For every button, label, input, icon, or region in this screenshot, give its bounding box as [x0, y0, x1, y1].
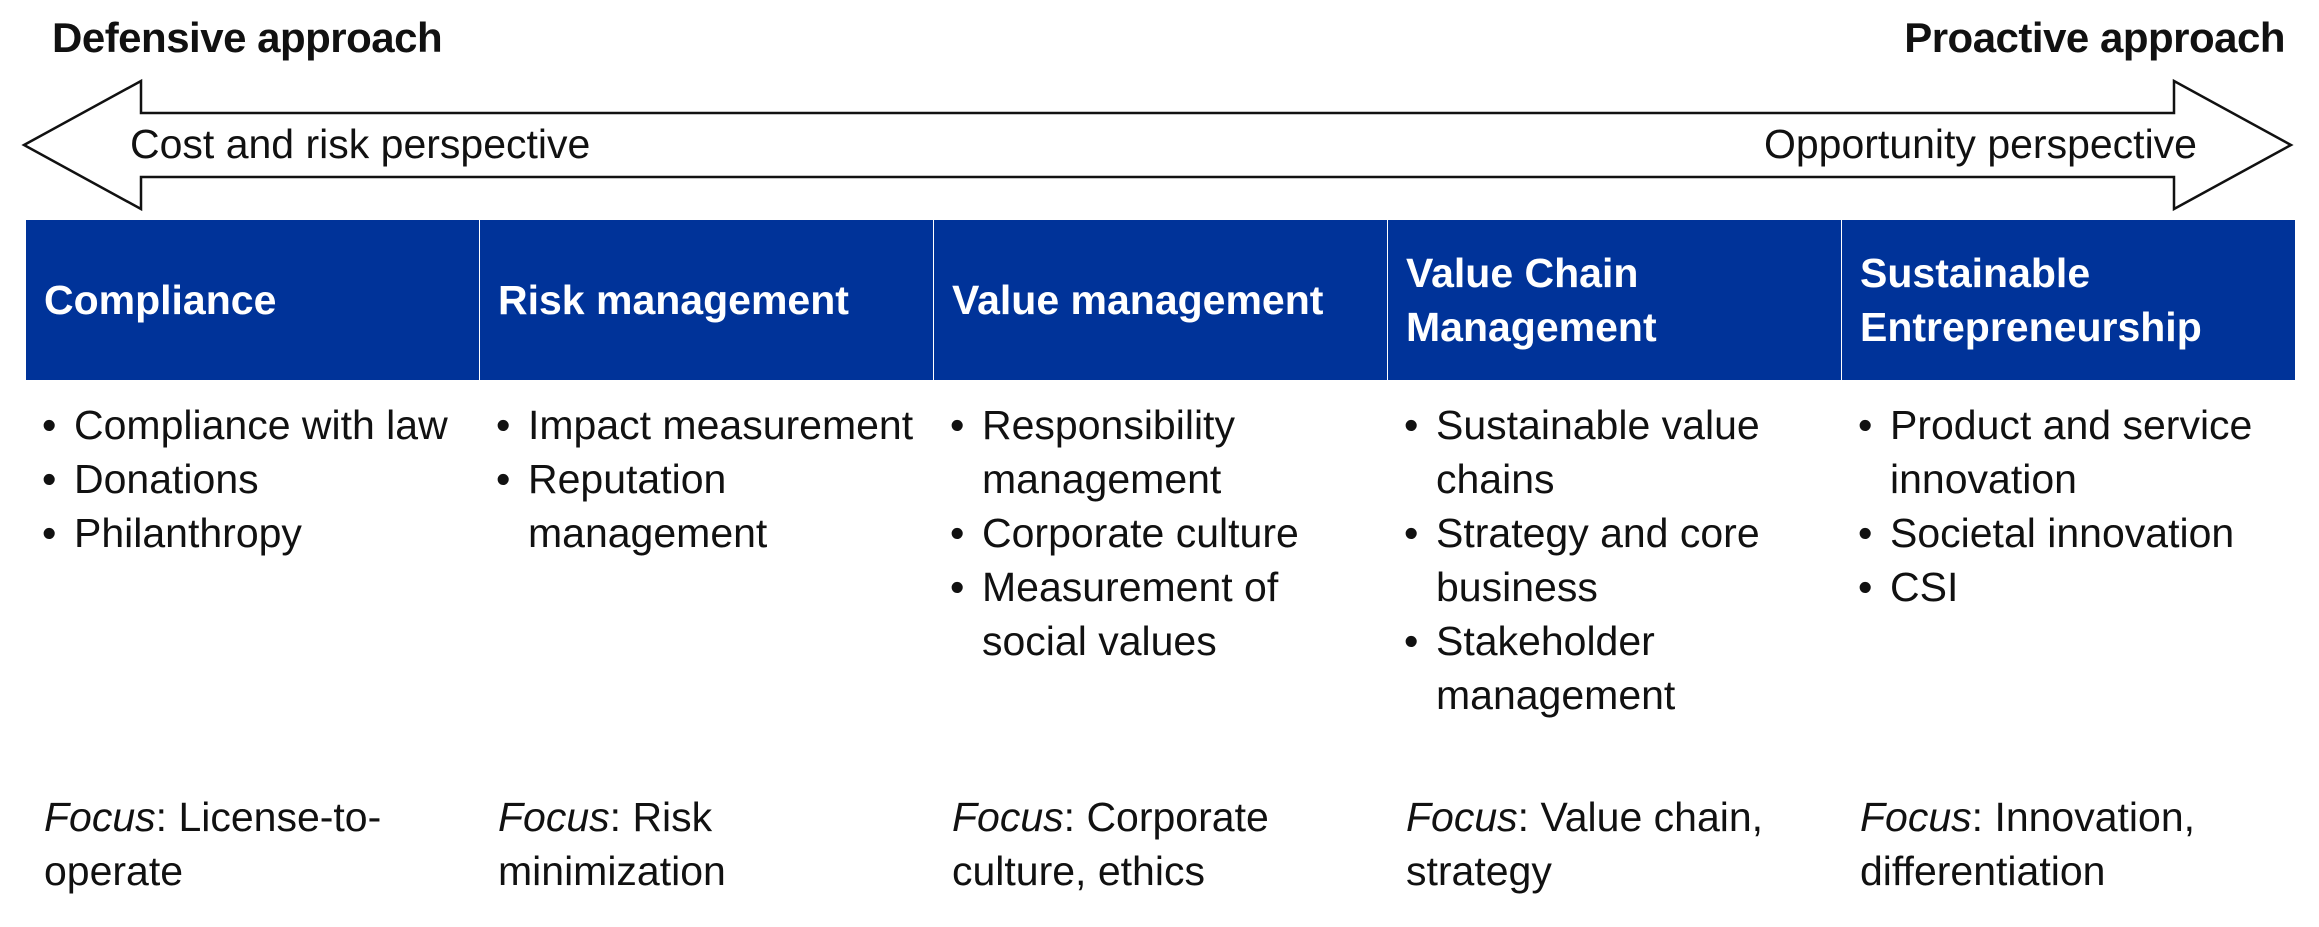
- focus-label: Focus: [44, 794, 156, 840]
- column-value-management: Value management Responsibility manageme…: [934, 220, 1387, 894]
- focus-statement: Focus: Value chain, strategy: [1406, 790, 1831, 898]
- column-title-line: Risk management: [498, 277, 849, 323]
- column-header: Compliance: [26, 220, 479, 380]
- column-title-line: Compliance: [44, 277, 277, 323]
- column-header: Sustainable Entrepreneurship: [1842, 220, 2295, 380]
- column-title-line: Value management: [952, 277, 1324, 323]
- proactive-approach-label: Proactive approach: [1904, 14, 2285, 61]
- list-item: Corporate culture: [950, 506, 1369, 560]
- focus-statement: Focus: Corporate culture, ethics: [952, 790, 1377, 898]
- column-title-line: Value Chain: [1406, 250, 1639, 296]
- column-title-line: Management: [1406, 304, 1657, 350]
- focus-text: : License-to-operate: [44, 794, 382, 894]
- focus-statement: Focus: Risk minimization: [498, 790, 923, 898]
- bullet-list: Responsibility management Corporate cult…: [934, 398, 1387, 668]
- list-item: Measurement of social values: [950, 560, 1369, 668]
- list-item: Strategy and core business: [1404, 506, 1823, 614]
- column-header: Risk management: [480, 220, 933, 380]
- focus-label: Focus: [952, 794, 1064, 840]
- list-item: Impact measurement: [496, 398, 915, 452]
- bullet-list: Compliance with law Donations Philanthro…: [26, 398, 479, 560]
- list-item: Product and service innovation: [1858, 398, 2277, 506]
- column-risk-management: Risk management Impact measurement Reput…: [480, 220, 933, 894]
- defensive-approach-label: Defensive approach: [52, 14, 443, 61]
- cost-risk-perspective-label: Cost and risk perspective: [130, 121, 591, 167]
- double-headed-arrow: [21, 78, 2294, 212]
- focus-text: : Value chain, strategy: [1406, 794, 1764, 894]
- column-title-line: Sustainable: [1860, 250, 2091, 296]
- list-item: CSI: [1858, 560, 2277, 614]
- bullet-list: Product and service innovation Societal …: [1842, 398, 2295, 614]
- column-value-chain-management: Value Chain Management Sustainable value…: [1388, 220, 1841, 894]
- focus-statement: Focus: License-to-operate: [44, 790, 469, 898]
- bullet-list: Impact measurement Reputation management: [480, 398, 933, 560]
- column-compliance: Compliance Compliance with law Donations…: [26, 220, 479, 894]
- list-item: Stakeholder management: [1404, 614, 1823, 722]
- list-item: Sustainable value chains: [1404, 398, 1823, 506]
- list-item: Societal innovation: [1858, 506, 2277, 560]
- bullet-list: Sustainable value chains Strategy and co…: [1388, 398, 1841, 722]
- column-sustainable-entrepreneurship: Sustainable Entrepreneurship Product and…: [1842, 220, 2295, 894]
- column-title-line: Entrepreneurship: [1860, 304, 2202, 350]
- column-header: Value management: [934, 220, 1387, 380]
- focus-label: Focus: [498, 794, 610, 840]
- focus-text: : Corporate culture, ethics: [952, 794, 1269, 894]
- focus-text: : Innovation, differentiation: [1860, 794, 2196, 894]
- list-item: Compliance with law: [42, 398, 461, 452]
- opportunity-perspective-label: Opportunity perspective: [1763, 121, 2197, 167]
- list-item: Donations: [42, 452, 461, 506]
- focus-label: Focus: [1860, 794, 1972, 840]
- list-item: Reputation management: [496, 452, 915, 560]
- focus-text: : Risk minimization: [498, 794, 726, 894]
- focus-label: Focus: [1406, 794, 1518, 840]
- list-item: Responsibility management: [950, 398, 1369, 506]
- column-header: Value Chain Management: [1388, 220, 1841, 380]
- focus-statement: Focus: Innovation, differentiation: [1860, 790, 2285, 898]
- list-item: Philanthropy: [42, 506, 461, 560]
